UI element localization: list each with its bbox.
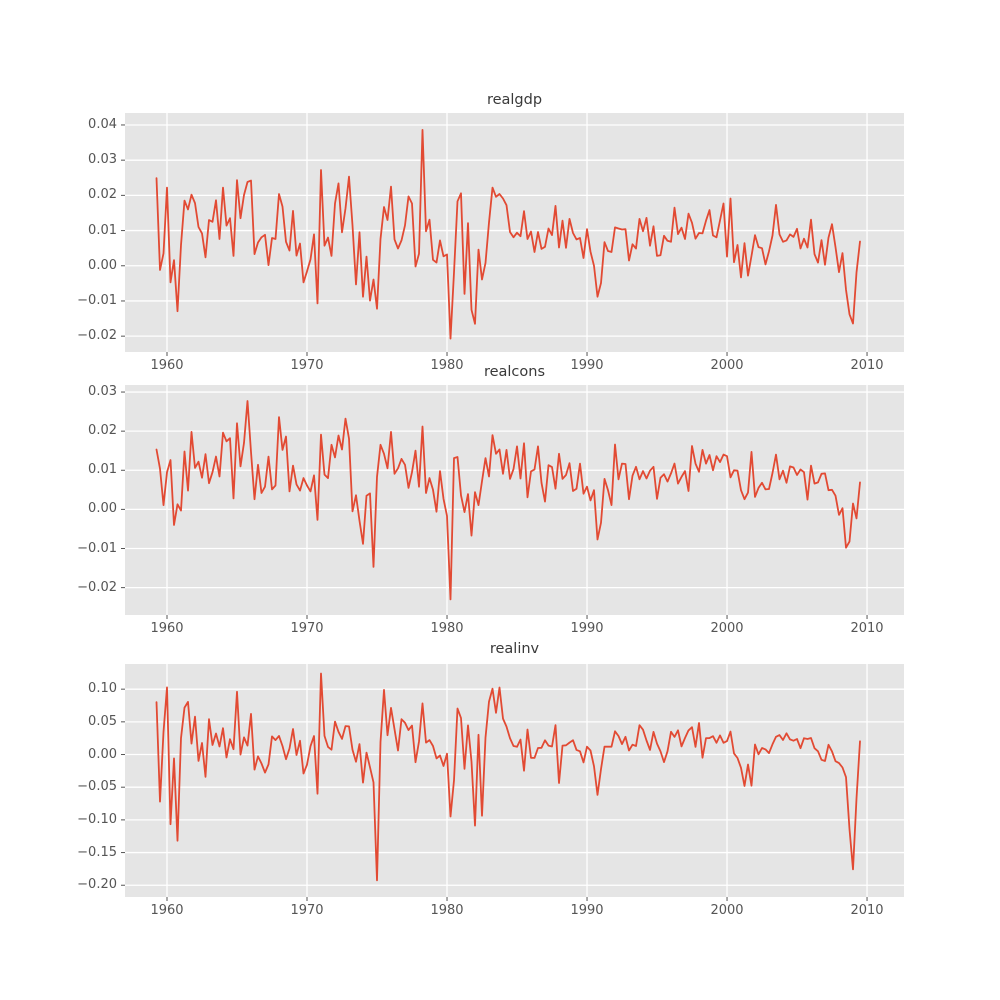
- y-tick-label: 0.04: [88, 116, 117, 132]
- y-tick-label: 0.02: [88, 423, 117, 439]
- plot-background: [125, 664, 904, 897]
- y-tick-label: 0.02: [88, 187, 117, 203]
- y-tick-label: 0.05: [88, 713, 117, 729]
- y-tick-label: 0.03: [88, 152, 117, 168]
- x-tick-label: 1960: [150, 621, 184, 636]
- series-line-realgdp: [155, 128, 861, 340]
- y-tick-label: −0.02: [77, 579, 117, 595]
- chart-title-realgdp: realgdp: [486, 92, 543, 108]
- x-tick-label: 1980: [430, 358, 464, 373]
- x-tick-label: 1980: [430, 621, 464, 636]
- x-tick-label: 2010: [850, 903, 884, 918]
- series-line-realcons: [155, 400, 861, 601]
- y-tick-label: −0.02: [77, 328, 117, 344]
- x-tick-label: 2000: [710, 358, 744, 373]
- y-tick-label: 0.01: [88, 462, 117, 478]
- y-tick-label: −0.01: [77, 292, 117, 308]
- chart-title-realinv: realinv: [489, 641, 540, 657]
- y-tick-label: 0.10: [88, 681, 117, 697]
- x-tick-label: 1990: [570, 621, 604, 636]
- x-tick-label: 2000: [710, 621, 744, 636]
- y-tick-label: 0.03: [88, 384, 117, 400]
- series-line-realinv: [155, 672, 861, 882]
- x-tick-label: 2000: [710, 903, 744, 918]
- y-tick-label: 0.00: [88, 501, 117, 517]
- y-tick-label: 0.01: [88, 222, 117, 238]
- x-tick-label: 1970: [290, 358, 324, 373]
- x-tick-label: 1970: [290, 621, 324, 636]
- chart-title-realcons: realcons: [483, 364, 546, 380]
- x-tick-label: 1960: [150, 358, 184, 373]
- y-tick-label: 0.00: [88, 746, 117, 762]
- x-tick-label: 1990: [570, 358, 604, 373]
- y-tick-label: −0.05: [77, 779, 117, 795]
- y-tick-label: −0.01: [77, 540, 117, 556]
- plot-background: [125, 385, 904, 615]
- x-tick-label: 1990: [570, 903, 604, 918]
- x-tick-label: 1970: [290, 903, 324, 918]
- y-tick-label: −0.10: [77, 811, 117, 827]
- y-tick-label: −0.15: [77, 844, 117, 860]
- x-tick-label: 2010: [850, 358, 884, 373]
- plot-background: [125, 113, 904, 352]
- x-tick-label: 2010: [850, 621, 884, 636]
- x-tick-label: 1960: [150, 903, 184, 918]
- x-tick-label: 1980: [430, 903, 464, 918]
- y-tick-label: −0.20: [77, 877, 117, 893]
- y-tick-label: 0.00: [88, 257, 117, 273]
